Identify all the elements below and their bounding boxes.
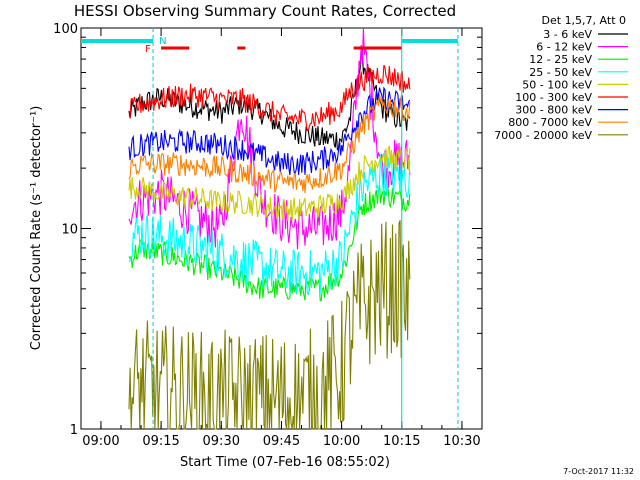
y-tick-label-2: 100 xyxy=(53,22,78,37)
legend-label-6: 300 - 800 keV xyxy=(515,104,592,117)
legend-label-2: 12 - 25 keV xyxy=(529,53,592,66)
y-tick-label-0: 1 xyxy=(70,423,78,438)
legend-label-7: 800 - 7000 keV xyxy=(508,116,592,129)
series-curves xyxy=(128,27,411,430)
x-tick-label-2: 09:30 xyxy=(203,434,240,449)
annotation-f: F xyxy=(145,44,151,55)
chart-title: HESSI Observing Summary Count Rates, Cor… xyxy=(74,2,456,20)
x-axis-label: Start Time (07-Feb-16 08:55:02) xyxy=(180,455,390,470)
x-tick-label-5: 10:15 xyxy=(383,434,420,449)
annotation-n: N xyxy=(159,36,166,47)
x-tick-label-1: 09:15 xyxy=(142,434,179,449)
series-line-3 xyxy=(128,152,411,296)
legend-label-5: 100 - 300 keV xyxy=(515,91,592,104)
x-tick-label-3: 09:45 xyxy=(263,434,300,449)
footer-stamp: 7-Oct-2017 11:32 xyxy=(563,467,634,476)
axis-ticks: 09:00 09:15 09:30 09:45 10:00 10:15 10:30 1 10 10… xyxy=(53,22,483,449)
x-tick-label-6: 10:30 xyxy=(443,434,480,449)
legend-label-3: 25 - 50 keV xyxy=(529,66,592,79)
legend-label-8: 7000 - 20000 keV xyxy=(494,129,592,142)
series-line-5 xyxy=(128,64,411,132)
legend-label-4: 50 - 100 keV xyxy=(522,78,592,91)
legend-label-0: 3 - 6 keV xyxy=(543,28,592,41)
y-axis-label: Corrected Count Rate (s⁻¹ detector⁻¹) xyxy=(29,106,44,351)
y-tick-label-1: 10 xyxy=(61,223,78,238)
series-line-0 xyxy=(128,47,411,151)
series-line-8 xyxy=(128,220,411,430)
legend-header: Det 1,5,7, Att 0 xyxy=(542,14,626,27)
legend-label-1: 6 - 12 keV xyxy=(536,41,592,54)
series-line-2 xyxy=(128,184,411,302)
series-line-7 xyxy=(128,94,411,194)
series-line-4 xyxy=(128,145,411,222)
x-tick-label-4: 10:00 xyxy=(323,434,360,449)
annotations: NF xyxy=(81,28,459,429)
x-tick-label-0: 09:00 xyxy=(82,434,119,449)
